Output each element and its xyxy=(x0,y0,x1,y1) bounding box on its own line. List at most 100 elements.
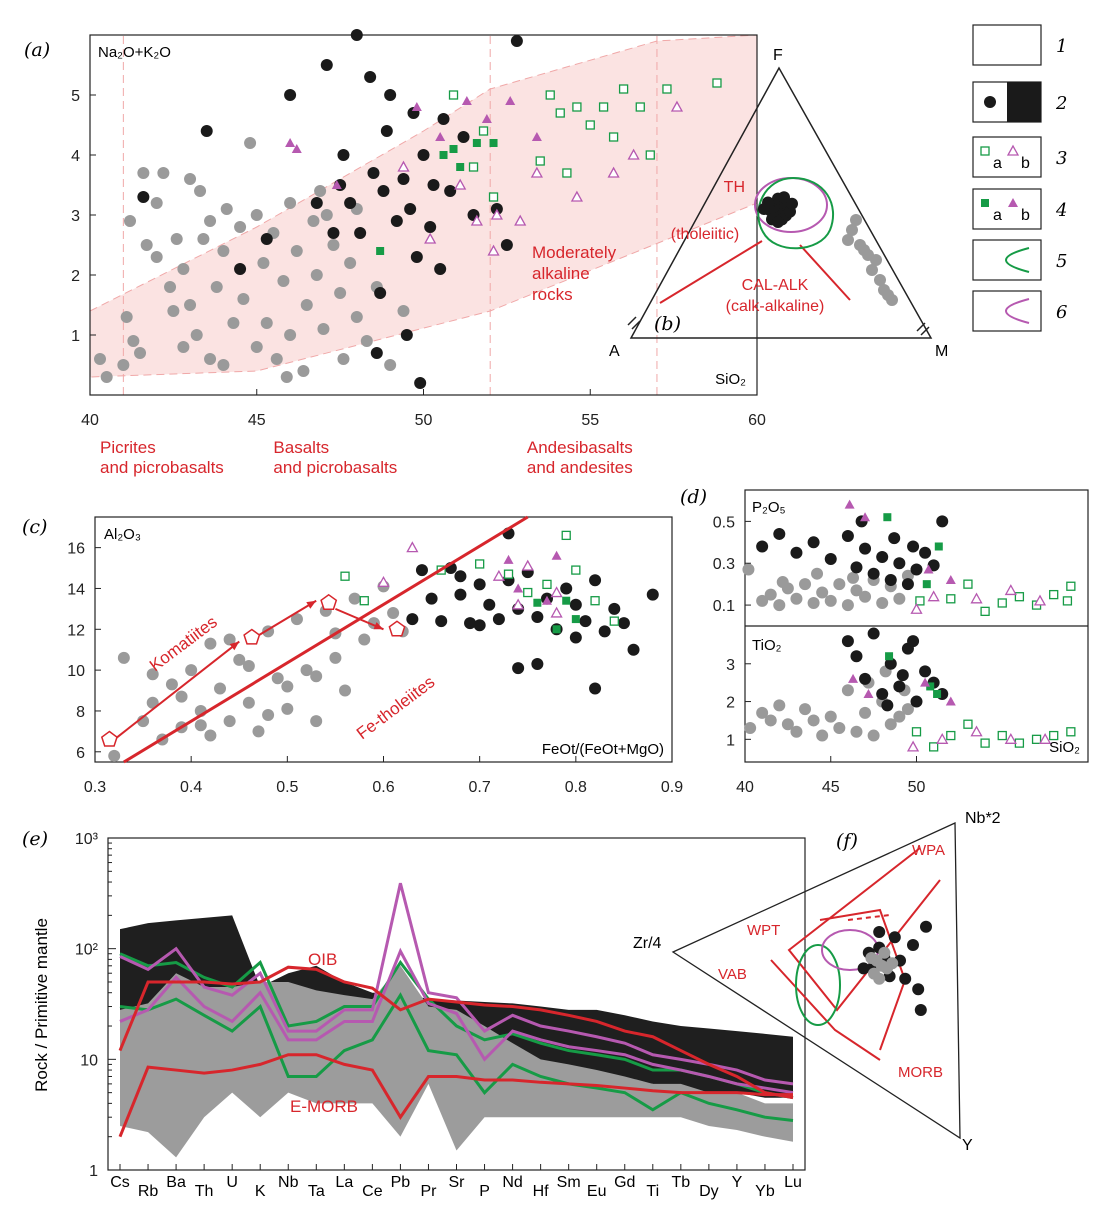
gray-point xyxy=(866,264,878,276)
gray-point xyxy=(841,684,854,697)
black-point xyxy=(406,613,419,626)
gray-point xyxy=(281,680,294,693)
gray-point xyxy=(117,651,130,664)
gray-point xyxy=(384,359,397,371)
gray-point xyxy=(339,684,352,697)
black-point xyxy=(410,251,423,263)
field-boundary xyxy=(787,847,941,1012)
gray-point xyxy=(307,215,320,227)
arrow-line xyxy=(257,599,317,637)
magenta-outline-sample xyxy=(1005,298,1030,324)
gray-point xyxy=(387,606,400,619)
magenta_open-point xyxy=(1004,584,1017,596)
magenta_filled-point xyxy=(848,673,859,683)
gray-point xyxy=(833,722,846,734)
field-boundary xyxy=(770,959,881,1061)
gray-point xyxy=(901,569,914,582)
ternary-frame xyxy=(671,821,961,1140)
y-tick-label: 2 xyxy=(726,695,735,712)
gray-point xyxy=(811,567,824,580)
gray-point xyxy=(242,660,255,673)
element-label: Sr xyxy=(449,1174,466,1191)
magenta_open-point xyxy=(490,208,503,220)
field-label: WPT xyxy=(747,922,780,939)
panel-label: (a) xyxy=(24,39,50,61)
black-point xyxy=(873,926,886,938)
gray-point xyxy=(117,359,130,371)
y-tick-label: 2 xyxy=(71,268,80,285)
green_filled-point xyxy=(883,513,892,522)
gray-point xyxy=(348,592,361,605)
magenta_filled-point xyxy=(503,554,514,564)
element-label: Yb xyxy=(755,1183,775,1200)
gray-point xyxy=(859,706,872,719)
gray-point xyxy=(824,710,837,723)
gray-point xyxy=(756,706,769,719)
gray-point xyxy=(260,317,273,329)
magenta_open-point xyxy=(514,214,527,226)
gray-point xyxy=(790,725,803,738)
element-label: Sm xyxy=(557,1174,581,1191)
gray-point xyxy=(886,957,899,970)
magenta_filled-point xyxy=(531,132,542,141)
y-axis-label: Al₂O₃ xyxy=(104,526,141,543)
legend: 1 2 3 a b 4 a b 5 6 xyxy=(972,24,1067,332)
black-point xyxy=(424,221,437,233)
rock-type-label: Andesibasalts xyxy=(527,438,633,457)
black-point xyxy=(320,59,333,71)
field-label: alkaline xyxy=(532,264,590,283)
black-point xyxy=(350,29,363,41)
ternary-frame xyxy=(629,66,933,339)
vertex-label: M xyxy=(935,343,948,360)
panel-f: Nb*2 Zr/4 Y (f) WPA WPT VAB MORB xyxy=(633,810,1001,1154)
black-point xyxy=(888,532,901,545)
panel-d: 40 45 50 0.1 0.3 0.5 1 2 3 P₂O₅ TiO₂ SiO₂ (d) xyxy=(680,486,1089,796)
gray-point xyxy=(360,335,373,347)
black-point xyxy=(531,658,544,670)
green_filled-point xyxy=(885,652,894,661)
black-point xyxy=(260,233,273,245)
black-point xyxy=(589,682,602,695)
gray-point xyxy=(320,209,333,221)
magenta_filled-point xyxy=(435,132,446,141)
legend-sub-a: a xyxy=(993,155,1002,172)
green_filled-point xyxy=(922,580,931,589)
gray-point xyxy=(277,275,290,287)
vertex-label: F xyxy=(773,47,783,64)
black-point xyxy=(608,602,621,615)
legend-number: 6 xyxy=(1056,302,1067,323)
y-axis-label: P₂O₅ xyxy=(752,499,786,516)
black-point xyxy=(927,559,940,572)
green_filled-point xyxy=(456,163,465,171)
magenta_filled-point xyxy=(505,96,516,105)
magenta_filled-point xyxy=(1008,198,1018,207)
black-point xyxy=(310,197,323,209)
gray-point xyxy=(310,670,323,683)
magenta_open-point xyxy=(1033,594,1047,606)
gray-point xyxy=(297,365,310,377)
gray-point xyxy=(799,578,812,591)
x-axis-label: FeOt/(FeOt+MgO) xyxy=(542,741,664,758)
legend-box xyxy=(972,24,1042,66)
gray-point xyxy=(816,729,829,742)
black-point xyxy=(404,203,417,215)
magenta_filled-point xyxy=(291,144,302,153)
magenta_open-point xyxy=(607,166,620,178)
gray-point xyxy=(893,710,906,723)
legend-sub-b: b xyxy=(1021,207,1030,224)
black-point xyxy=(893,680,906,693)
black-point xyxy=(936,515,949,528)
gray-point xyxy=(300,664,313,677)
gray-point xyxy=(859,590,872,603)
y-tick-label: 0.5 xyxy=(713,514,735,531)
gray-point xyxy=(257,257,270,269)
green-outline-sample xyxy=(1005,247,1030,273)
oib-label: OIB xyxy=(308,950,337,969)
magenta_open-point xyxy=(424,232,437,244)
field-label: (tholeiitic) xyxy=(671,226,739,243)
green_open-point xyxy=(1066,581,1076,591)
magenta-series-line xyxy=(119,947,794,1095)
element-label: Th xyxy=(195,1183,214,1200)
gray-point xyxy=(841,599,854,612)
legend-box xyxy=(972,136,1042,178)
